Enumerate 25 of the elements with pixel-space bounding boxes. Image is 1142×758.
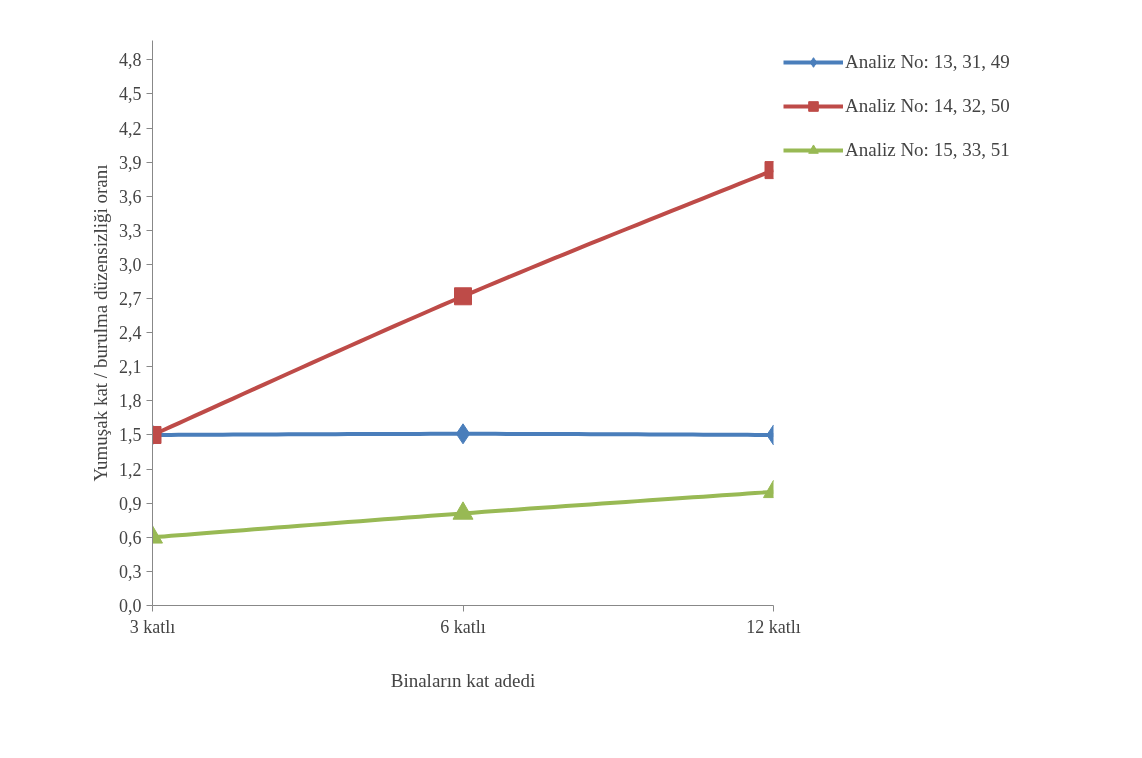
y-axis-title: Yumuşak kat / burulma düzensizliği oranı xyxy=(90,164,111,482)
y-tick-label: 0,0 xyxy=(119,596,142,616)
y-tick-label: 3,3 xyxy=(119,220,142,241)
y-tick-label: 4,8 xyxy=(119,50,142,71)
x-tick-label: 3 katlı xyxy=(129,616,176,637)
legend-label: Analiz No: 13, 31, 49 xyxy=(845,51,1010,73)
y-tick-label: 2,4 xyxy=(119,323,142,344)
y-tick-label: 4,2 xyxy=(119,118,142,139)
y-tick-label: 0,6 xyxy=(119,527,142,548)
y-tick-label: 2,7 xyxy=(119,289,142,310)
legend-label: Analiz No: 14, 32, 50 xyxy=(845,95,1010,117)
y-tick-label: 1,8 xyxy=(119,391,142,412)
x-tick-label: 12 katlı xyxy=(746,616,801,637)
x-tick-label: 6 katlı xyxy=(440,616,486,637)
y-tick-label: 0,9 xyxy=(119,493,142,514)
y-tick-label: 3,9 xyxy=(119,152,142,173)
legend-label: Analiz No: 15, 33, 51 xyxy=(845,139,1010,161)
y-tick-label: 3,6 xyxy=(119,186,142,207)
x-axis-title: Binaların kat adedi xyxy=(390,669,536,691)
y-tick-label: 0,3 xyxy=(119,561,142,582)
y-tick-label: 3,0 xyxy=(119,254,142,275)
y-tick-label: 1,2 xyxy=(119,459,142,480)
y-tick-label: 4,5 xyxy=(119,84,142,105)
y-tick-label: 1,5 xyxy=(119,425,142,446)
y-tick-label: 2,1 xyxy=(119,357,142,378)
